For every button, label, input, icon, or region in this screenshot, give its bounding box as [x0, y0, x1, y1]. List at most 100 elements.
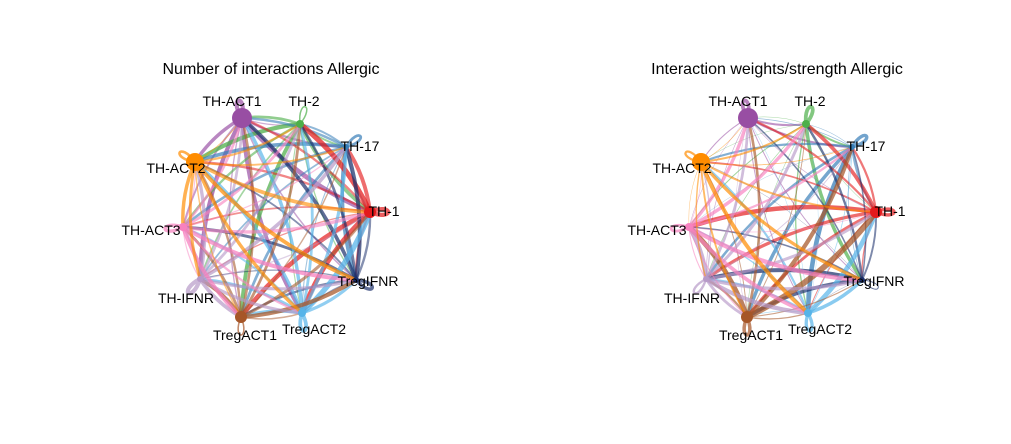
- edge-TH-ACT1-to-TregACT1: [228, 117, 243, 318]
- edge-TH-ACT1-to-TregACT2: [240, 116, 304, 315]
- edge-TH-17-to-TregACT1: [239, 145, 348, 319]
- edge-TH-1-to-TH-17: [850, 145, 878, 214]
- node-label-group: TH-ACT1 TH-2 TH-17 TH-1 TregIFNR TregACT2 Treg…: [121, 93, 399, 343]
- edge-TH-IFNR-to-TH-1: [199, 211, 371, 280]
- node-label-TH-ACT1: TH-ACT1: [708, 93, 767, 109]
- edge-TH-ACT3-to-TH-2: [181, 122, 302, 229]
- edge-TH-ACT3-to-TH-17: [182, 146, 347, 228]
- edge-TH-ACT2-to-TregACT1: [700, 161, 748, 318]
- edge-TH-17-to-TH-ACT3: [181, 145, 348, 229]
- edge-TH-IFNR-to-TregACT2: [198, 277, 304, 315]
- edge-TH-ACT3-to-TH-17: [687, 145, 854, 229]
- node-label-TH-1: TH-1: [368, 203, 399, 219]
- edge-TH-ACT1-to-TH-1: [747, 117, 877, 213]
- self-loop-TH-2: [299, 105, 308, 125]
- network-panel-interactions: Number of interactions Allergic TH-ACT1 T…: [121, 61, 399, 343]
- self-loop-TH-1: [369, 206, 390, 218]
- edge-TregIFNR-to-TH-ACT2: [700, 161, 863, 281]
- node-TH-2: [296, 120, 304, 128]
- self-loop-TregACT2: [298, 312, 308, 333]
- node-TH-ACT3: [179, 223, 187, 231]
- node-TH-1: [364, 206, 376, 218]
- node-label-TH-ACT1: TH-ACT1: [202, 93, 261, 109]
- edge-TH-ACT3-to-TregACT1: [181, 225, 243, 319]
- node-TH-ACT3: [685, 223, 693, 231]
- node-TregACT1: [741, 311, 753, 323]
- node-label-TH-ACT3: TH-ACT3: [121, 222, 180, 238]
- edge-TH-ACT2-to-TregACT1: [194, 161, 242, 318]
- edge-TregACT2-to-TH-2: [298, 122, 314, 315]
- node-TregIFNR: [353, 277, 359, 283]
- edge-TregIFNR-to-TH-2: [804, 122, 864, 282]
- node-label-TregIFNR: TregIFNR: [338, 273, 399, 289]
- node-TH-ACT2: [692, 153, 710, 171]
- edge-TH-ACT3-to-TH-ACT1: [687, 116, 750, 229]
- node-TH-17: [849, 144, 855, 150]
- edge-TregACT1-to-TH-17: [240, 146, 347, 318]
- self-loop-TH-1: [875, 207, 896, 217]
- node-label-TH-ACT3: TH-ACT3: [627, 222, 686, 238]
- self-loop-TregACT2: [804, 312, 814, 333]
- edge-TH-ACT2-to-TH-2: [193, 122, 302, 164]
- edge-TH-ACT2-to-TH-17: [700, 146, 853, 166]
- edge-TregACT1-to-TH-1: [744, 209, 879, 320]
- node-label-TH-IFNR: TH-IFNR: [664, 290, 720, 306]
- node-label-group: TH-ACT1 TH-2 TH-17 TH-1 TregIFNR TregACT2 Treg…: [627, 93, 905, 343]
- self-loop-TH-2: [803, 104, 815, 126]
- edge-TregACT2-to-TH-2: [805, 123, 819, 314]
- self-loop-TH-ACT3: [669, 224, 690, 233]
- edge-TH-2-to-TregACT1: [746, 123, 807, 318]
- edge-TH-ACT3-to-TregIFNR: [686, 224, 865, 283]
- edge-TregACT1-to-TregIFNR: [746, 279, 863, 318]
- node-TH-ACT1: [232, 108, 252, 128]
- edge-TH-ACT3-to-TregACT2: [181, 225, 304, 315]
- edge-TH-IFNR-to-TH-2: [198, 122, 302, 281]
- edge-TH-17-to-TregACT1: [745, 145, 854, 319]
- edge-TH-2-to-TregACT1: [239, 122, 302, 319]
- edge-TH-IFNR-to-TregACT2: [703, 276, 811, 316]
- self-loop-TregIFNR: [861, 279, 879, 290]
- self-loop-TH-17: [344, 134, 363, 149]
- node-TregACT1: [235, 311, 247, 323]
- edge-TH-17-to-TregACT2: [805, 144, 855, 316]
- edge-TregACT2-to-TregIFNR: [806, 278, 864, 315]
- edge-TH-ACT3-to-TregACT1: [688, 226, 748, 318]
- node-TH-2: [802, 120, 810, 128]
- edge-TH-ACT2-to-TregACT2: [699, 160, 810, 315]
- edge-TregIFNR-to-TH-2: [298, 122, 358, 282]
- edge-group: [686, 116, 879, 320]
- edge-TregACT2-to-TH-ACT2: [699, 160, 810, 315]
- edge-TH-ACT2-to-TH-1: [193, 160, 372, 214]
- edge-TregACT1-to-TH-2: [239, 122, 302, 319]
- self-loop-TregACT1: [742, 316, 752, 337]
- network-panel-strength: Interaction weights/strength Allergic TH…: [627, 61, 905, 343]
- node-label-TH-IFNR: TH-IFNR: [158, 290, 214, 306]
- node-TH-ACT2: [186, 153, 204, 171]
- node-TregACT2: [804, 309, 812, 317]
- node-group: [685, 108, 882, 323]
- edge-TH-ACT3-to-TH-2: [687, 122, 808, 229]
- node-group: [179, 108, 376, 323]
- node-TregIFNR: [859, 277, 865, 283]
- self-loop-TH-IFNR: [185, 277, 202, 296]
- edge-TH-IFNR-to-TH-17: [198, 145, 348, 281]
- edge-TregACT1-to-TH-2: [746, 123, 807, 318]
- edge-TH-17-to-TH-ACT3: [688, 146, 853, 228]
- self-loop-TH-IFNR: [692, 277, 708, 295]
- node-label-TH-2: TH-2: [288, 93, 319, 109]
- edge-TregACT2-to-TH-17: [300, 145, 348, 315]
- edge-TregACT1-to-TH-1: [239, 210, 372, 319]
- edge-TH-ACT2-to-TH-IFNR: [695, 161, 707, 280]
- edge-TH-ACT3-to-TregACT2: [687, 225, 810, 315]
- node-TH-IFNR: [197, 276, 203, 282]
- edge-TH-ACT2-to-TregIFNR: [193, 160, 358, 282]
- edge-TregIFNR-to-TH-17: [851, 146, 867, 281]
- node-TregACT2: [298, 309, 306, 317]
- panel-title-interactions: Number of interactions Allergic: [163, 61, 380, 78]
- node-label-TregIFNR: TregIFNR: [844, 273, 905, 289]
- node-label-TH-ACT2: TH-ACT2: [146, 160, 205, 176]
- edge-TH-1-to-TH-ACT2: [700, 161, 877, 213]
- node-label-TH-2: TH-2: [794, 93, 825, 109]
- node-TH-IFNR: [703, 276, 709, 282]
